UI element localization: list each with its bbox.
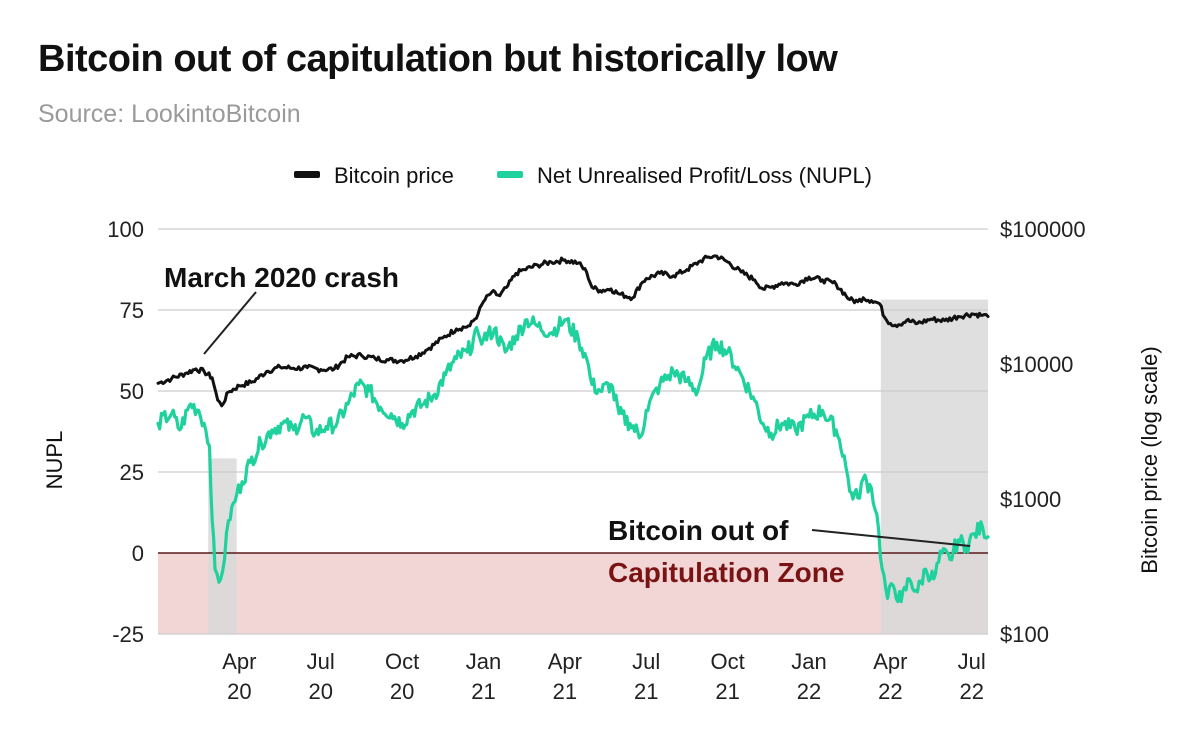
- x-tick-year: 20: [227, 679, 251, 704]
- x-tick-month: Apr: [548, 649, 582, 674]
- x-tick-year: 22: [959, 679, 983, 704]
- annotation-capitulation-line2: Capitulation Zone: [608, 557, 844, 588]
- series-layer: [156, 254, 990, 604]
- x-tick-month: Jan: [466, 649, 501, 674]
- zones-layer: [158, 299, 988, 634]
- x-tick-year: 21: [634, 679, 658, 704]
- right-axis-ticks: $100000 $10000 $1000 $100: [1000, 217, 1086, 647]
- capitulation-zone: [158, 553, 988, 634]
- x-tick-year: 22: [797, 679, 821, 704]
- annotation-leader-crash: [203, 291, 257, 355]
- legend-label-price: Bitcoin price: [334, 163, 454, 188]
- right-tick-label: $100: [1000, 622, 1049, 647]
- series-line-bitcoin-price: [156, 254, 990, 408]
- right-tick-label: $10000: [1000, 352, 1073, 377]
- left-tick-label: 50: [120, 379, 144, 404]
- left-tick-label: 100: [107, 217, 144, 242]
- x-tick-month: Jul: [307, 649, 335, 674]
- legend-label-nupl: Net Unrealised Profit/Loss (NUPL): [537, 163, 872, 188]
- series-line-nupl: [156, 315, 990, 604]
- right-tick-label: $100000: [1000, 217, 1086, 242]
- chart-source: Source: LookintoBitcoin: [38, 100, 301, 128]
- x-tick-year: 22: [878, 679, 902, 704]
- left-tick-label: 0: [132, 541, 144, 566]
- x-tick-month: Jan: [791, 649, 826, 674]
- right-axis-label: Bitcoin price (log scale): [1137, 346, 1162, 573]
- x-tick-month: Jul: [958, 649, 986, 674]
- x-tick-year: 21: [553, 679, 577, 704]
- x-tick-year: 20: [309, 679, 333, 704]
- x-tick-month: Oct: [710, 649, 744, 674]
- x-tick-year: 21: [715, 679, 739, 704]
- annotations: March 2020 crash Bitcoin out of Capitula…: [164, 262, 971, 588]
- annotation-crash: March 2020 crash: [164, 262, 399, 293]
- annotation-leader-capitulation: [811, 529, 971, 547]
- legend-swatch-nupl: [497, 171, 523, 178]
- left-tick-label: 75: [120, 298, 144, 323]
- left-axis-label: NUPL: [42, 431, 67, 490]
- x-tick-year: 21: [471, 679, 495, 704]
- legend: Bitcoin price Net Unrealised Profit/Loss…: [294, 163, 872, 188]
- left-tick-label: -25: [112, 622, 144, 647]
- x-tick-month: Oct: [385, 649, 419, 674]
- x-tick-year: 20: [390, 679, 414, 704]
- annotation-capitulation-line1: Bitcoin out of: [608, 515, 789, 546]
- right-tick-label: $1000: [1000, 487, 1061, 512]
- x-tick-month: Apr: [222, 649, 256, 674]
- x-tick-month: Jul: [632, 649, 660, 674]
- chart-title: Bitcoin out of capitulation but historic…: [38, 38, 838, 80]
- legend-swatch-price: [294, 171, 320, 178]
- highlight-band: [880, 299, 988, 634]
- left-axis-ticks: 100 75 50 25 0 -25: [107, 217, 144, 647]
- gridlines: [158, 228, 988, 635]
- x-axis-ticks: Apr 20 Jul 20 Oct 20 Jan 21 Apr 21 Jul 21 Oct 21 Jan 22…: [222, 649, 986, 704]
- left-tick-label: 25: [120, 460, 144, 485]
- x-tick-month: Apr: [873, 649, 907, 674]
